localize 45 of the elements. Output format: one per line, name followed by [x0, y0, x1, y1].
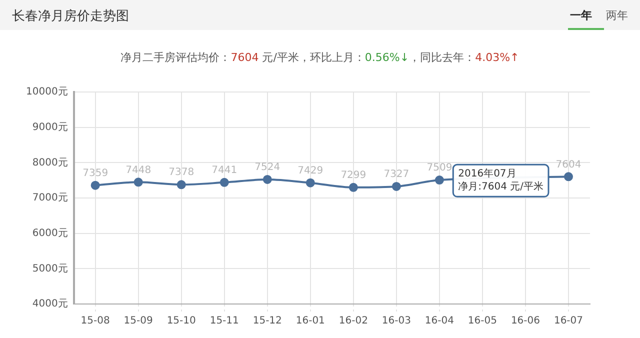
data-label: 7604	[556, 159, 582, 170]
x-tick-label: 16-02	[338, 316, 368, 327]
chart-title: 长春净月房价走势图	[12, 8, 129, 25]
point	[262, 174, 272, 184]
point	[392, 182, 401, 191]
x-tick-label: 16-06	[510, 316, 540, 327]
x-tick-label: 15-12	[252, 316, 282, 327]
x-tick-label: 15-08	[80, 316, 110, 327]
point	[564, 172, 573, 182]
x-tick-label: 16-07	[554, 316, 584, 327]
point	[220, 178, 229, 187]
point	[90, 180, 100, 190]
data-label: 7299	[340, 170, 366, 182]
point	[176, 180, 186, 190]
x-tick-label: 16-05	[468, 316, 497, 327]
data-label: 7448	[126, 164, 152, 176]
data-label: 7359	[82, 168, 108, 179]
data-label: 7509	[426, 162, 452, 174]
chart-subtitle: 净月二手房评估均价：7604 元/平米，环比上月：0.56%↓，同比去年：4.03%↑	[120, 51, 520, 64]
data-label: 7441	[212, 165, 238, 176]
x-tick-label: 16-01	[296, 316, 325, 327]
y-tick-label: 4000元	[32, 298, 68, 310]
y-tick-label: 5000元	[32, 263, 68, 274]
y-tick-label: 9000元	[32, 122, 68, 133]
data-label: 7524	[254, 162, 280, 174]
data-label: 7429	[298, 165, 324, 176]
x-tick-label: 15-10	[166, 316, 196, 327]
x-tick-label: 15-11	[210, 316, 239, 327]
x-tick-label: 16-04	[424, 316, 454, 327]
point	[434, 176, 444, 185]
y-tick-label: 7000元	[32, 192, 68, 204]
data-label: 7327	[384, 169, 410, 180]
text: 两年	[606, 8, 628, 23]
annotation: 2016年07月	[458, 167, 516, 180]
y-tick-label: 6000元	[32, 228, 68, 239]
point	[306, 178, 315, 188]
x-tick-label: 15-09	[124, 316, 153, 327]
x-tick-label: 16-03	[382, 316, 411, 327]
annotation: 净月:7604 元/平米	[458, 180, 544, 192]
text: 一年	[570, 8, 592, 23]
point	[134, 178, 143, 187]
y-tick-label: 8000元	[32, 157, 68, 168]
data-label: 7378	[168, 167, 194, 178]
y-tick-label: 10000元	[26, 86, 68, 98]
point	[348, 182, 358, 192]
